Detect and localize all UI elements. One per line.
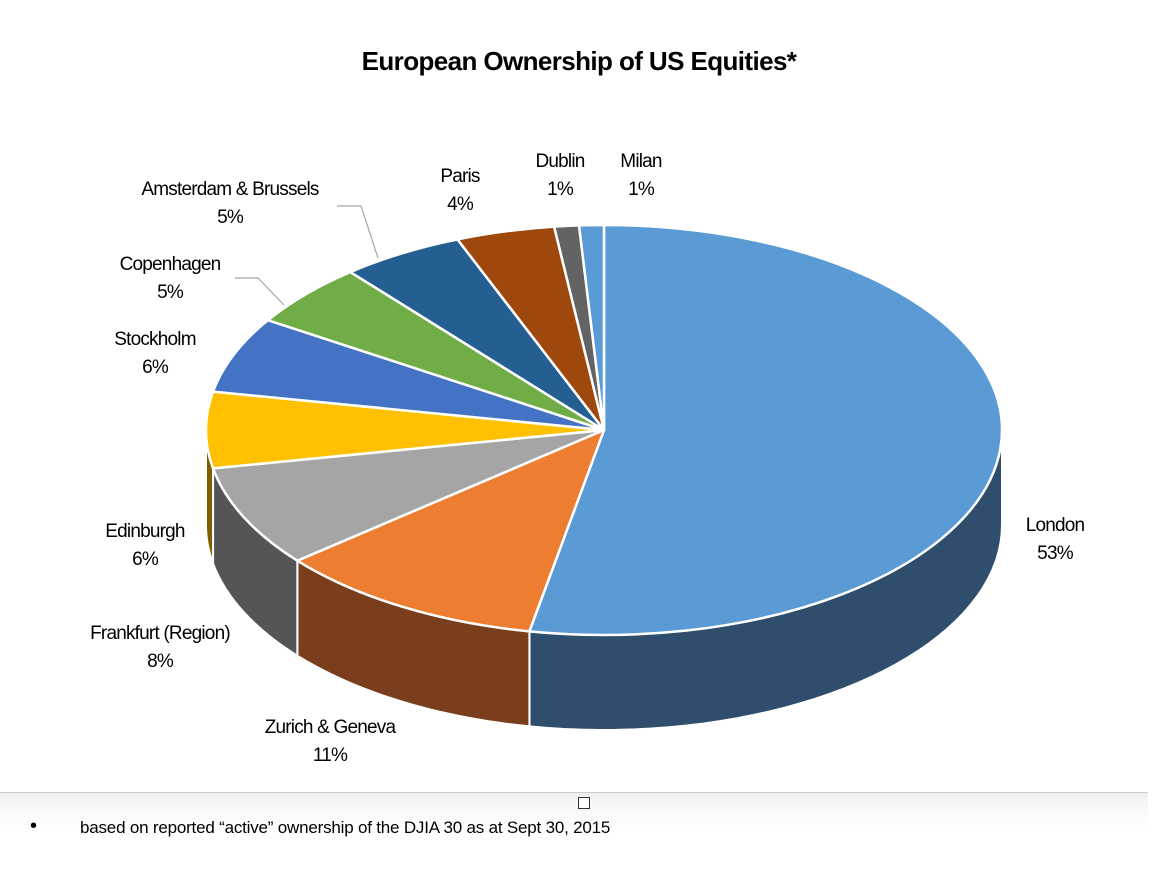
pie-slice-london: [528, 223, 1004, 637]
pie-slice-frankfurt-region: [211, 428, 606, 562]
footnote-text: based on reported “active” ownership of …: [80, 818, 611, 837]
slice-label-london: London 53%: [1025, 515, 1085, 564]
slice-label-frankfurt: Frankfurt (Region) 8%: [90, 623, 231, 672]
leader-lines: [235, 205, 379, 306]
slice-label-stockholm: Stockholm 6%: [114, 329, 196, 378]
pie-sides: [205, 429, 1003, 731]
leader-copenhagen: [235, 277, 285, 306]
slice-label-milan: Milan 1%: [620, 151, 662, 200]
slice-label-amsterdam-brussels: Amsterdam & Brussels 5%: [141, 179, 319, 228]
pie-tops: [204, 223, 1004, 637]
leader-amsterdam-brussels: [337, 205, 379, 259]
pie-slice-edinburgh: [204, 390, 606, 470]
footnote-bar: [0, 792, 1148, 851]
pie-slice-stockholm: [211, 318, 606, 432]
slice-label-edinburgh: Edinburgh 6%: [105, 521, 185, 570]
slice-label-copenhagen: Copenhagen 5%: [119, 254, 222, 303]
chart-title: European Ownership of US Equities*: [361, 46, 797, 76]
pie-slice-milan: [577, 223, 606, 432]
slice-label-paris: Paris 4%: [440, 166, 480, 215]
checkbox-glyph: [578, 797, 590, 809]
footnote-bullet: •: [30, 815, 38, 837]
slice-label-zurich-geneva: Zurich & Geneva 11%: [264, 717, 396, 766]
pie-chart: [204, 205, 1004, 731]
pie-slice-zurich-geneva: [296, 428, 606, 633]
slice-label-dublin: Dublin 1%: [535, 151, 585, 200]
